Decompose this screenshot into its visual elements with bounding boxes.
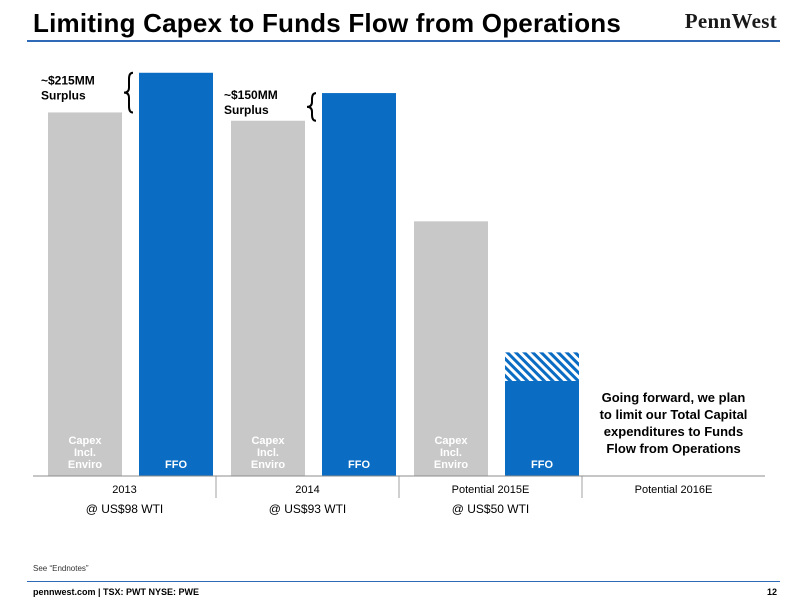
wti-price-note: @ US$93 WTI — [269, 502, 347, 516]
footer-divider — [27, 581, 780, 582]
surplus-label: Surplus — [224, 103, 269, 117]
bar-label-capex-incl-enviro: Enviro — [68, 459, 103, 471]
bar-label-capex-incl-enviro: Incl. — [74, 447, 96, 459]
forward-plan-callout: expenditures to Funds — [604, 424, 743, 439]
bar-ffo — [505, 380, 579, 476]
bar-label-capex-incl-enviro: Incl. — [257, 447, 279, 459]
bar-label-capex-incl-enviro: Enviro — [251, 459, 286, 471]
bar-capex-incl-enviro — [48, 112, 122, 476]
surplus-bracket — [306, 92, 317, 122]
bar-ffo — [139, 72, 213, 476]
bar-label-ffo: FFO — [348, 459, 370, 471]
surplus-label: ~$150MM — [224, 88, 278, 102]
bar-label-capex-incl-enviro: Enviro — [434, 459, 469, 471]
x-tick-label: 2013 — [112, 484, 136, 496]
footer-ticker-info: pennwest.com | TSX: PWT NYSE: PWE — [33, 587, 200, 597]
x-tick-label: 2014 — [295, 484, 319, 496]
bar-label-capex-incl-enviro: Capex — [68, 435, 102, 447]
x-tick-label: Potential 2016E — [635, 484, 713, 496]
surplus-label: Surplus — [41, 89, 86, 103]
bar-capex-incl-enviro — [231, 120, 305, 476]
bar-ffo — [322, 93, 396, 477]
bar-label-capex-incl-enviro: Capex — [434, 435, 468, 447]
forward-plan-callout: Going forward, we plan — [602, 390, 746, 405]
forward-plan-callout: to limit our Total Capital — [600, 407, 748, 422]
forward-plan-callout: Flow from Operations — [606, 441, 740, 456]
wti-price-note: @ US$50 WTI — [452, 502, 530, 516]
surplus-bracket — [123, 71, 134, 114]
bar-ffo-potential-upside — [505, 352, 579, 381]
bar-label-ffo: FFO — [165, 459, 187, 471]
bar-label-capex-incl-enviro: Incl. — [440, 447, 462, 459]
title-divider — [27, 40, 780, 42]
x-tick-label: Potential 2015E — [452, 484, 530, 496]
page-number: 12 — [766, 587, 777, 597]
endnotes-reference: See “Endnotes” — [33, 564, 89, 573]
wti-price-note: @ US$98 WTI — [86, 502, 164, 516]
surplus-label: ~$215MM — [41, 74, 95, 88]
bar-label-capex-incl-enviro: Capex — [251, 435, 285, 447]
pennwest-logo: PennWest — [684, 9, 777, 33]
bar-label-ffo: FFO — [531, 459, 553, 471]
bar-capex-incl-enviro — [414, 221, 488, 476]
page-title: Limiting Capex to Funds Flow from Operat… — [33, 8, 622, 38]
